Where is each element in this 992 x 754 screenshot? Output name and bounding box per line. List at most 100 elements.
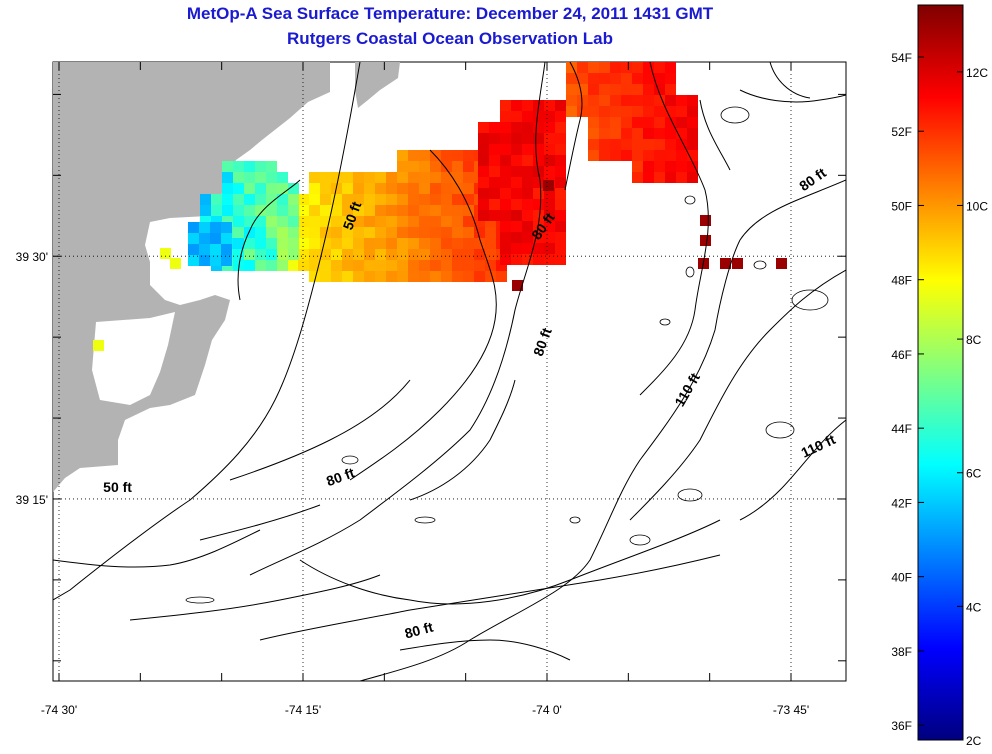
- sst-cell: [599, 117, 610, 128]
- sst-cell: [288, 205, 299, 216]
- sst-cell: [430, 183, 441, 194]
- sst-cell: [489, 166, 500, 177]
- sst-cell: [309, 216, 320, 227]
- sst-cell: [511, 155, 522, 166]
- sst-cell: [397, 260, 408, 271]
- sst-cell: [309, 260, 320, 271]
- sst-cell: [687, 106, 698, 117]
- sst-cell: [577, 95, 588, 106]
- sst-cell: [533, 133, 544, 144]
- sst-cell: [320, 260, 331, 271]
- sst-cell: [419, 183, 430, 194]
- sst-cell: [397, 216, 408, 227]
- sst-cell: [665, 95, 676, 106]
- sst-cell: [408, 172, 419, 183]
- sst-cell: [500, 166, 511, 177]
- sst-cell: [700, 215, 711, 226]
- sst-cell: [687, 95, 698, 106]
- sst-cell: [654, 95, 665, 106]
- sst-cell: [375, 260, 386, 271]
- sst-cell: [309, 238, 320, 249]
- colorbar: [917, 4, 964, 741]
- sst-cell: [452, 183, 463, 194]
- sst-cell: [199, 255, 210, 266]
- sst-cell: [474, 238, 485, 249]
- sst-cell: [199, 222, 210, 233]
- sst-cell: [364, 249, 375, 260]
- sst-cell: [408, 161, 419, 172]
- colorbar-c-label: 8C: [966, 333, 982, 347]
- sst-cell: [665, 73, 676, 84]
- sst-cell: [599, 84, 610, 95]
- sst-cell: [511, 100, 522, 111]
- sst-cell: [522, 188, 533, 199]
- sst-cell: [610, 106, 621, 117]
- sst-cell: [566, 84, 577, 95]
- sst-cell: [555, 133, 566, 144]
- sst-cell: [654, 139, 665, 150]
- sst-cell: [478, 144, 489, 155]
- sst-cell: [222, 183, 233, 194]
- sst-cell: [386, 238, 397, 249]
- sst-cell: [266, 249, 277, 260]
- sst-cell: [643, 117, 654, 128]
- sst-cell: [687, 128, 698, 139]
- sst-cell: [474, 271, 485, 282]
- sst-cell: [266, 194, 277, 205]
- sst-cell: [200, 205, 211, 216]
- sst-cell: [632, 73, 643, 84]
- sst-cell: [463, 249, 474, 260]
- sst-cell: [255, 238, 266, 249]
- sst-cell: [342, 238, 353, 249]
- sst-cell: [386, 172, 397, 183]
- sst-cell: [408, 227, 419, 238]
- sst-cell: [500, 199, 511, 210]
- sst-cell: [309, 249, 320, 260]
- sst-cell: [288, 183, 299, 194]
- sst-cell: [555, 232, 566, 243]
- sst-cell: [610, 150, 621, 161]
- sst-cell: [654, 117, 665, 128]
- sst-cell: [654, 161, 665, 172]
- sst-cell: [430, 161, 441, 172]
- sst-cell: [397, 271, 408, 282]
- sst-cell: [320, 227, 331, 238]
- sst-cell: [522, 144, 533, 155]
- sst-cell: [511, 166, 522, 177]
- sst-cell: [255, 216, 266, 227]
- sst-cell: [632, 128, 643, 139]
- sst-cell: [288, 249, 299, 260]
- sst-cell: [643, 172, 654, 183]
- sst-cell: [533, 199, 544, 210]
- sst-cell: [544, 232, 555, 243]
- sst-cell: [342, 183, 353, 194]
- sst-cell: [500, 210, 511, 221]
- sst-cell: [452, 227, 463, 238]
- sst-cell: [654, 106, 665, 117]
- sst-cell: [188, 244, 199, 255]
- sst-cell: [676, 139, 687, 150]
- sst-cell: [342, 216, 353, 227]
- sst-cell: [266, 238, 277, 249]
- sst-cell: [654, 84, 665, 95]
- sst-cell: [632, 62, 643, 73]
- sst-cell: [364, 216, 375, 227]
- sst-cell: [489, 199, 500, 210]
- sst-cell: [266, 227, 277, 238]
- sst-cell: [408, 194, 419, 205]
- sst-cell: [485, 216, 496, 227]
- sst-cell: [463, 183, 474, 194]
- sst-cell: [320, 271, 331, 282]
- sst-cell: [452, 271, 463, 282]
- sst-cell: [233, 227, 244, 238]
- sst-cell: [452, 194, 463, 205]
- bathymetry-contours: [53, 62, 846, 681]
- sst-cell: [621, 84, 632, 95]
- sst-cell: [430, 227, 441, 238]
- sst-cell: [643, 62, 654, 73]
- sst-cell: [364, 172, 375, 183]
- sst-cell: [342, 205, 353, 216]
- sst-cell: [93, 340, 104, 351]
- sst-cell: [588, 150, 599, 161]
